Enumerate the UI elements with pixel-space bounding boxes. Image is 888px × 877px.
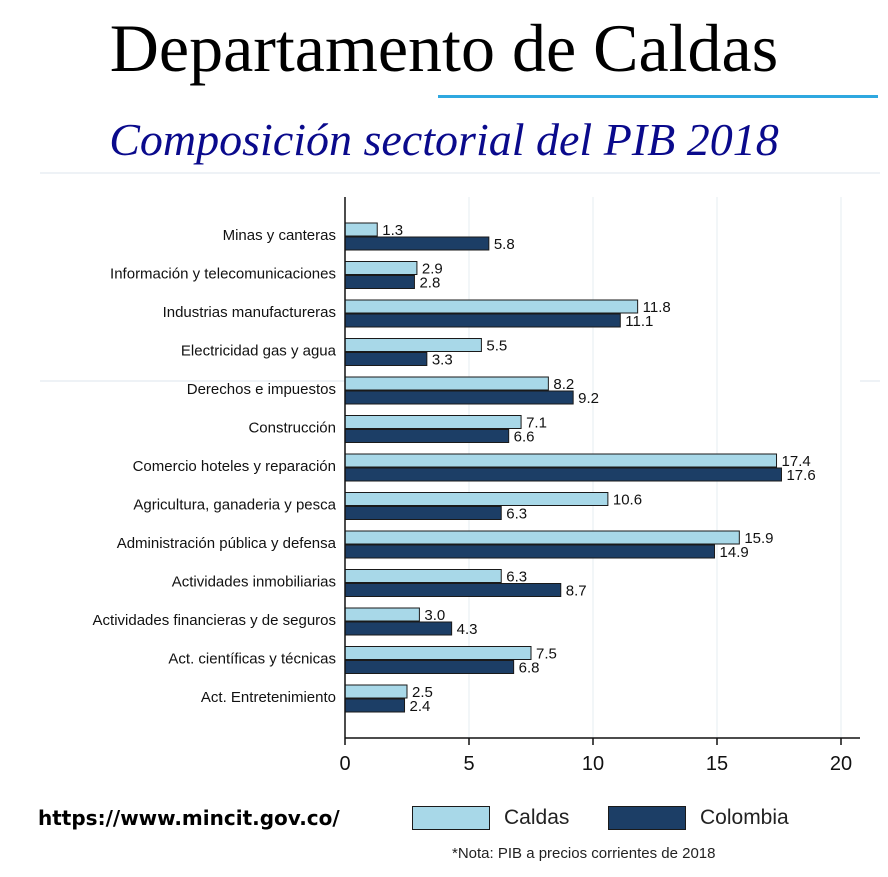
x-tick-label: 10	[582, 753, 604, 775]
bar-colombia	[344, 352, 428, 366]
bar-caldas	[344, 261, 418, 275]
bar-colombia	[344, 544, 716, 559]
legend-item-caldas: Caldas	[412, 803, 569, 833]
bar-colombia	[344, 660, 515, 674]
bar-caldas	[344, 684, 408, 699]
legend-swatch-caldas	[412, 806, 490, 830]
data-label: 6.8	[519, 660, 540, 677]
x-tick-label: 0	[339, 753, 350, 775]
category-label: Derechos e impuestos	[187, 381, 336, 398]
data-label: 1.3	[382, 222, 403, 239]
x-tick-label: 20	[830, 753, 852, 775]
bar-chart: Minas y canteras 1.3 5.8 Información y tele…	[93, 197, 860, 775]
data-label: 2.4	[410, 698, 431, 715]
data-label: 15.9	[744, 530, 773, 547]
bar-colombia	[344, 429, 510, 443]
bar-colombia	[344, 506, 502, 520]
legend-swatch-colombia	[608, 806, 686, 830]
bar-colombia	[344, 390, 574, 405]
data-label: 3.0	[424, 607, 445, 624]
divider-line	[40, 172, 880, 174]
data-label: 11.1	[625, 313, 653, 330]
bar-caldas	[344, 453, 778, 468]
data-label: 17.4	[782, 453, 811, 470]
title-accent-line	[438, 95, 878, 98]
legend-label-colombia: Colombia	[700, 806, 789, 829]
bar-colombia	[344, 275, 415, 289]
data-label: 7.1	[526, 415, 547, 432]
category-label: Administración pública y defensa	[117, 535, 337, 552]
category-label: Electricidad gas y agua	[181, 343, 337, 360]
bar-caldas	[344, 646, 532, 660]
x-tick-label: 15	[706, 753, 728, 775]
category-label: Agricultura, ganaderia y pesca	[133, 497, 336, 514]
data-label: 5.5	[486, 338, 507, 355]
bar-caldas	[344, 222, 378, 237]
data-label: 8.7	[566, 583, 587, 600]
bar-colombia	[344, 467, 782, 482]
category-label: Minas y canteras	[223, 227, 336, 244]
bar-caldas	[344, 492, 609, 506]
data-label: 8.2	[553, 376, 574, 393]
bar-caldas	[344, 376, 549, 391]
category-label: Actividades financieras y de seguros	[93, 612, 336, 629]
data-label: 5.8	[494, 236, 515, 253]
data-label: 3.3	[432, 352, 453, 369]
data-label: 10.6	[613, 492, 642, 509]
category-label: Construcción	[248, 420, 336, 437]
x-tick-label: 5	[463, 753, 474, 775]
data-label: 14.9	[720, 544, 749, 561]
bar-colombia	[344, 698, 406, 713]
data-label: 2.9	[422, 261, 443, 278]
legend-item-colombia: Colombia	[608, 803, 789, 833]
data-label: 11.8	[643, 299, 671, 316]
source-url: https://www.mincit.gov.co/	[38, 806, 340, 830]
data-label: 17.6	[786, 467, 815, 484]
bar-caldas	[344, 415, 522, 429]
bar-caldas	[344, 299, 639, 314]
category-label: Comercio hoteles y reparación	[133, 458, 336, 475]
page-title: Departamento de Caldas	[109, 10, 779, 86]
footnote: *Nota: PIB a precios corrientes de 2018	[452, 845, 716, 862]
category-label: Act. Entretenimiento	[201, 689, 336, 706]
data-label: 6.6	[514, 429, 535, 446]
data-label: 2.8	[419, 275, 440, 292]
bar-caldas	[344, 338, 482, 352]
bar-colombia	[344, 236, 490, 251]
chart-subtitle: Composición sectorial del PIB 2018	[109, 114, 779, 165]
data-label: 7.5	[536, 646, 557, 663]
category-label: Información y telecomunicaciones	[110, 266, 336, 283]
bar-colombia	[344, 621, 453, 636]
data-label: 4.3	[457, 621, 478, 638]
bar-caldas	[344, 607, 420, 622]
legend-label-caldas: Caldas	[504, 806, 570, 829]
category-label: Actividades inmobiliarias	[172, 574, 336, 591]
data-label: 2.5	[412, 684, 433, 701]
data-label: 9.2	[578, 390, 599, 407]
bar-caldas	[344, 530, 740, 545]
bar-colombia	[344, 313, 621, 328]
bar-caldas	[344, 569, 502, 583]
data-label: 6.3	[506, 569, 527, 586]
bar-colombia	[344, 583, 562, 597]
category-label: Act. científicas y técnicas	[168, 651, 336, 668]
category-label: Industrias manufactureras	[163, 304, 336, 321]
data-label: 6.3	[506, 506, 527, 523]
